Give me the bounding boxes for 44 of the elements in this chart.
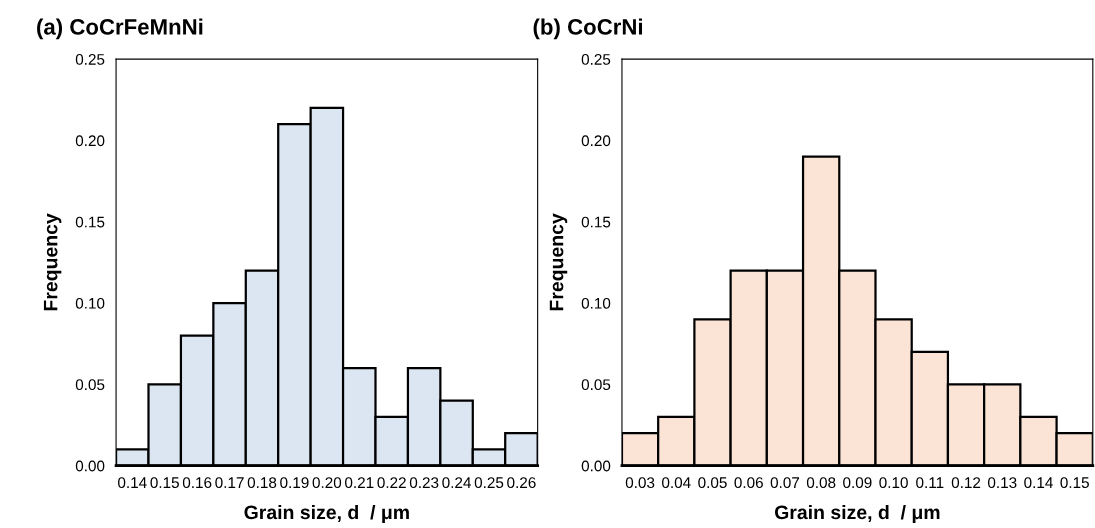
x-tick-label: 0.25 xyxy=(474,477,504,489)
x-tick-label: 0.22 xyxy=(377,477,406,489)
y-tick-label: 0.25 xyxy=(75,54,105,65)
y-tick-label: 0.10 xyxy=(581,297,611,309)
x-tick-label: 0.14 xyxy=(118,477,147,489)
x-axis-title: Grain size, d / μm xyxy=(244,504,409,523)
chart-title: (a) CoCrFeMnNi xyxy=(37,18,203,40)
x-tick-label: 0.20 xyxy=(312,477,342,489)
y-axis-title: Frequency xyxy=(549,213,568,311)
x-tick-label: 0.13 xyxy=(987,477,1017,489)
x-tick-label: 0.15 xyxy=(150,477,179,489)
x-tick-label: 0.14 xyxy=(1024,477,1053,489)
x-tick-label: 0.15 xyxy=(1060,477,1089,489)
x-tick-label: 0.17 xyxy=(215,477,244,489)
x-tick-label: 0.07 xyxy=(770,477,800,489)
y-tick-label: 0.00 xyxy=(581,460,611,472)
x-tick-label: 0.09 xyxy=(843,477,872,489)
x-tick-label: 0.08 xyxy=(806,477,836,489)
y-tick-label: 0.05 xyxy=(581,379,611,391)
y-tick-label: 0.15 xyxy=(581,216,611,228)
x-tick-label: 0.05 xyxy=(698,477,727,489)
x-tick-label: 0.11 xyxy=(916,477,944,489)
x-tick-label: 0.19 xyxy=(280,477,309,489)
y-tick-label: 0.15 xyxy=(75,216,105,228)
y-tick-label: 0.20 xyxy=(75,135,105,147)
x-tick-label: 0.06 xyxy=(734,477,763,489)
x-tick-label: 0.10 xyxy=(879,477,908,489)
x-tick-label: 0.16 xyxy=(182,477,212,489)
y-tick-label: 0.25 xyxy=(581,54,611,65)
y-tick-label: 0.20 xyxy=(581,135,611,147)
y-tick-label: 0.05 xyxy=(75,379,105,391)
x-tick-label: 0.18 xyxy=(247,477,277,489)
y-tick-label: 0.10 xyxy=(75,297,105,309)
x-axis-title: Grain size, d / μm xyxy=(774,504,940,523)
x-tick-label: 0.21 xyxy=(345,477,374,489)
y-tick-label: 0.00 xyxy=(75,460,105,472)
x-tick-label: 0.24 xyxy=(442,477,471,489)
x-tick-label: 0.23 xyxy=(409,477,439,489)
x-tick-label: 0.03 xyxy=(625,477,655,489)
x-tick-label: 0.12 xyxy=(951,477,981,489)
x-tick-label: 0.04 xyxy=(662,477,691,489)
chart-title: (b) CoCrNi xyxy=(533,18,643,40)
x-tick-label: 0.26 xyxy=(507,477,536,489)
y-axis-title: Frequency xyxy=(43,213,62,311)
